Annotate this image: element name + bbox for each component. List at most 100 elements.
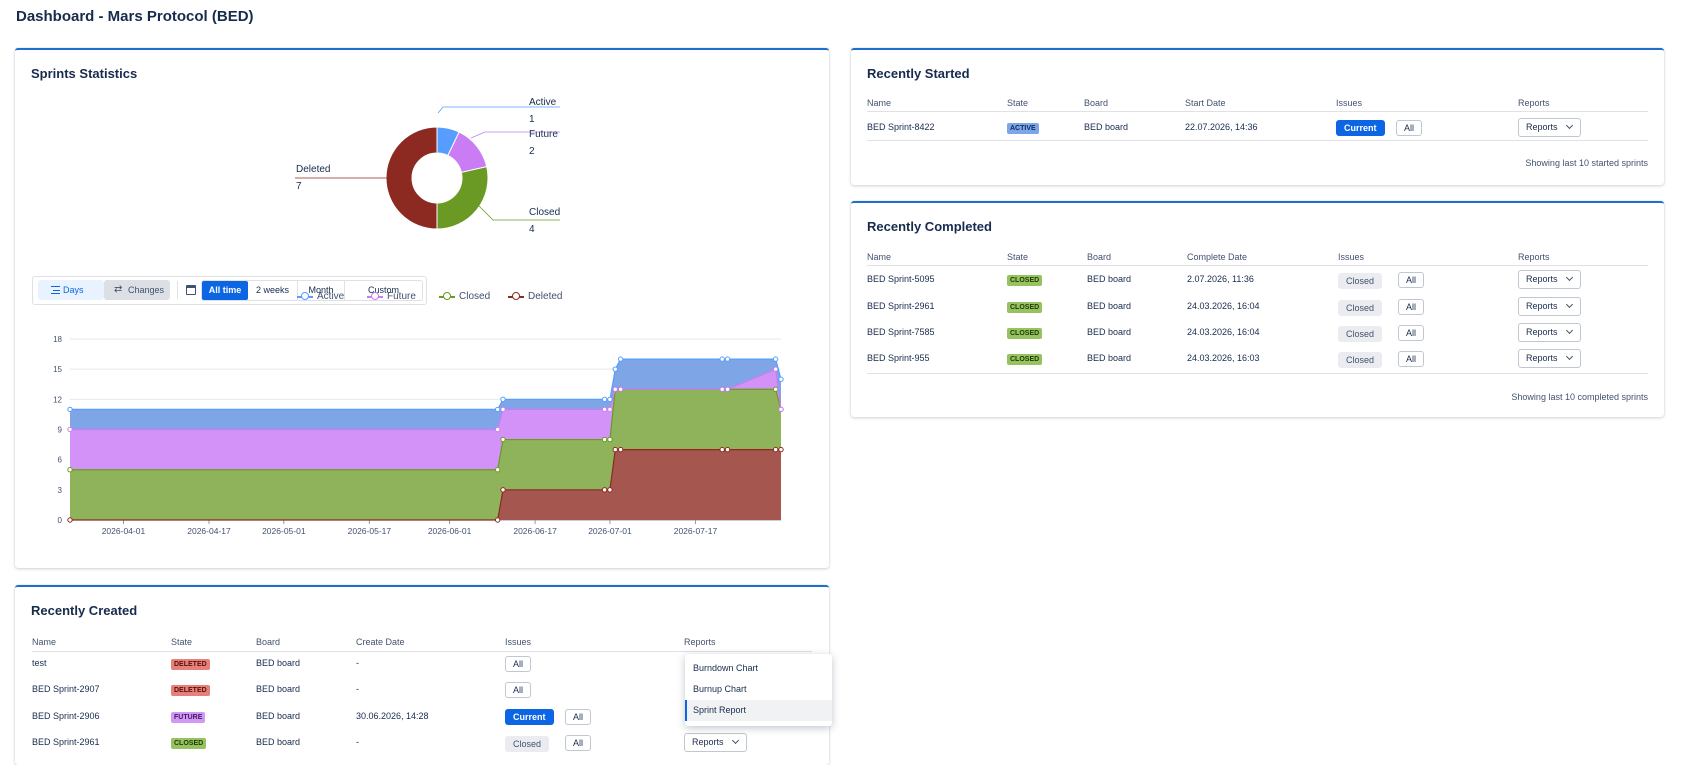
point-closed[interactable] — [67, 467, 73, 473]
issues-all-button[interactable]: All — [1398, 351, 1425, 367]
issues-current-button[interactable]: Current — [1336, 120, 1385, 136]
point-active[interactable] — [724, 356, 731, 362]
y-tick-label: 12 — [53, 395, 62, 404]
status-badge: CLOSED — [171, 738, 207, 749]
point-active[interactable] — [67, 406, 73, 413]
issues-closed-button[interactable]: Closed — [1338, 352, 1383, 368]
reports-dropdown-button[interactable]: Reports — [1518, 349, 1581, 368]
point-deleted[interactable] — [778, 446, 784, 453]
point-future[interactable] — [607, 406, 613, 413]
issues-all-button[interactable]: All — [505, 682, 532, 698]
point-future[interactable] — [500, 406, 506, 413]
column-header-name: Name — [867, 252, 892, 262]
sprint-name: test — [32, 658, 47, 668]
point-closed[interactable] — [494, 467, 501, 473]
point-deleted[interactable] — [607, 487, 613, 493]
point-active[interactable] — [617, 356, 624, 362]
issues-closed-button[interactable]: Closed — [505, 736, 550, 752]
point-deleted[interactable] — [772, 446, 779, 453]
point-active[interactable] — [772, 356, 779, 362]
issues-current-button[interactable]: Current — [505, 709, 554, 725]
column-header-state: State — [1007, 252, 1029, 262]
point-deleted[interactable] — [601, 487, 608, 493]
view-days-button[interactable]: Days — [38, 280, 104, 300]
chevron-down-icon — [1565, 352, 1573, 361]
point-future[interactable] — [772, 366, 779, 372]
range-custom-button[interactable]: Custom — [367, 285, 399, 295]
legend-item-closed[interactable]: Closed — [439, 288, 490, 306]
issues-all-button[interactable]: All — [1396, 120, 1423, 136]
point-deleted[interactable] — [617, 446, 624, 453]
issues-closed-button[interactable]: Closed — [1338, 273, 1383, 289]
point-closed[interactable] — [500, 436, 506, 443]
status-badge: DELETED — [171, 685, 210, 696]
range-all-time-button[interactable]: All time — [202, 281, 248, 300]
state-cell: DELETED — [171, 658, 210, 670]
point-deleted[interactable] — [494, 517, 501, 523]
point-deleted[interactable] — [724, 446, 731, 453]
point-future[interactable] — [67, 426, 73, 433]
point-active[interactable] — [607, 396, 613, 403]
reports-dropdown-button[interactable]: Reports — [1518, 270, 1581, 289]
point-future[interactable] — [494, 426, 501, 433]
issues-all-button[interactable]: All — [505, 656, 532, 672]
point-active[interactable] — [494, 406, 501, 413]
reports-dropdown-button[interactable]: Reports — [684, 733, 747, 752]
create-date: - — [356, 684, 359, 694]
range-month-button[interactable]: Month — [298, 281, 345, 300]
point-future[interactable] — [617, 386, 624, 392]
legend-item-future[interactable]: Future — [367, 288, 416, 306]
point-future[interactable] — [724, 386, 731, 392]
sprint-name: BED Sprint-5095 — [867, 274, 935, 284]
range-2-weeks-button[interactable]: 2 weeks — [248, 281, 298, 300]
point-deleted[interactable] — [67, 517, 73, 523]
x-tick-label: 2026-06-17 — [513, 526, 557, 536]
reports-label: Reports — [1526, 353, 1558, 363]
area-closed[interactable] — [70, 389, 781, 520]
point-future[interactable] — [612, 386, 618, 392]
column-header-board: Board — [256, 637, 281, 647]
reports-dropdown-button[interactable]: Reports — [1518, 297, 1581, 316]
view-changes-button[interactable]: ⇄ Changes — [104, 280, 170, 300]
reports-dropdown-button[interactable]: Reports — [1518, 118, 1581, 137]
point-deleted[interactable] — [612, 446, 618, 453]
point-active[interactable] — [612, 366, 618, 372]
point-closed[interactable] — [772, 386, 779, 392]
issues-closed-button[interactable]: Closed — [1338, 300, 1383, 316]
issues-all-button[interactable]: All — [1398, 325, 1425, 341]
point-future[interactable] — [601, 406, 608, 413]
donut-slice-deleted[interactable] — [385, 126, 438, 230]
point-closed[interactable] — [601, 436, 608, 443]
menu-item-sprint-report[interactable]: Sprint Report — [685, 700, 832, 721]
reports-dropdown-button[interactable]: Reports — [1518, 323, 1581, 342]
area-active[interactable] — [70, 359, 781, 430]
area-deleted[interactable] — [70, 449, 781, 520]
issues-all-button[interactable]: All — [565, 709, 592, 725]
sprint-name: BED Sprint-2907 — [32, 684, 100, 694]
issues-all-button[interactable]: All — [1398, 272, 1425, 288]
issues-all-button[interactable]: All — [565, 735, 592, 751]
point-active[interactable] — [778, 376, 784, 382]
point-closed[interactable] — [607, 436, 613, 443]
chevron-down-icon — [1565, 300, 1573, 309]
donut-slice-closed[interactable] — [436, 166, 489, 230]
column-header-issues: Issues — [1336, 98, 1363, 108]
legend-item-deleted[interactable]: Deleted — [508, 288, 562, 306]
column-header-start-date: Start Date — [1185, 98, 1226, 108]
legend-item-active[interactable]: Active — [297, 288, 344, 306]
point-active[interactable] — [719, 356, 725, 362]
point-future[interactable] — [778, 406, 784, 413]
point-deleted[interactable] — [500, 487, 506, 493]
area-future[interactable] — [70, 369, 781, 470]
point-deleted[interactable] — [719, 446, 725, 453]
issues-closed-button[interactable]: Closed — [1338, 326, 1383, 342]
menu-item-burnup-chart[interactable]: Burnup Chart — [693, 684, 747, 694]
board-name: BED board — [1084, 122, 1129, 132]
point-future[interactable] — [719, 386, 725, 392]
recently-created-title: Recently Created — [31, 603, 138, 618]
point-active[interactable] — [601, 396, 608, 403]
issues-all-button[interactable]: All — [1398, 299, 1425, 315]
donut-value-active: 1 — [529, 114, 535, 125]
point-active[interactable] — [500, 396, 506, 403]
menu-item-burndown-chart[interactable]: Burndown Chart — [693, 663, 759, 673]
